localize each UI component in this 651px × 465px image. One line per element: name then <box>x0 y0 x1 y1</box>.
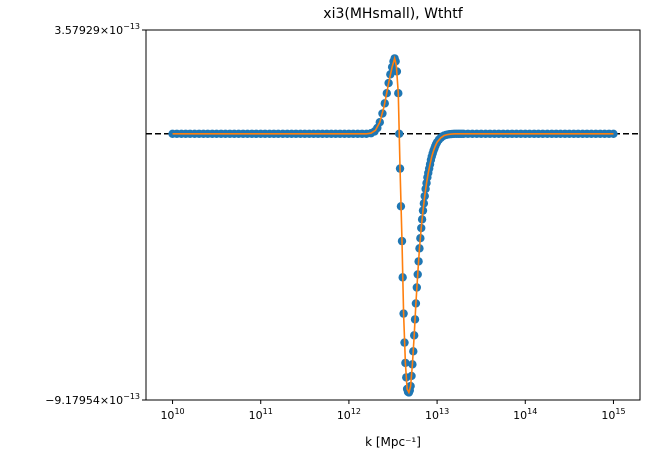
x-tick-label: 1010 <box>160 407 184 422</box>
y-axis: 3.57929×10−13 −9.17954×10−13 <box>45 22 146 407</box>
x-axis-label: k [Mpc⁻¹] <box>365 435 421 449</box>
x-tick-label: 1011 <box>249 407 273 422</box>
plot-area <box>146 54 640 397</box>
y-tick-label: 3.57929×10−13 <box>54 22 140 37</box>
x-tick-label: 1014 <box>513 407 537 422</box>
x-tick-label: 1012 <box>337 407 361 422</box>
y-tick-label: −9.17954×10−13 <box>45 392 140 407</box>
x-tick-label: 1013 <box>425 407 449 422</box>
data-point <box>609 129 618 138</box>
fit-line <box>172 55 614 395</box>
chart-title: xi3(MHsmall), Wthtf <box>323 6 463 22</box>
x-tick-label: 1015 <box>601 407 625 422</box>
axes-frame <box>145 29 641 401</box>
x-axis: 1010 1011 1012 1013 1014 1015 <box>160 400 626 422</box>
